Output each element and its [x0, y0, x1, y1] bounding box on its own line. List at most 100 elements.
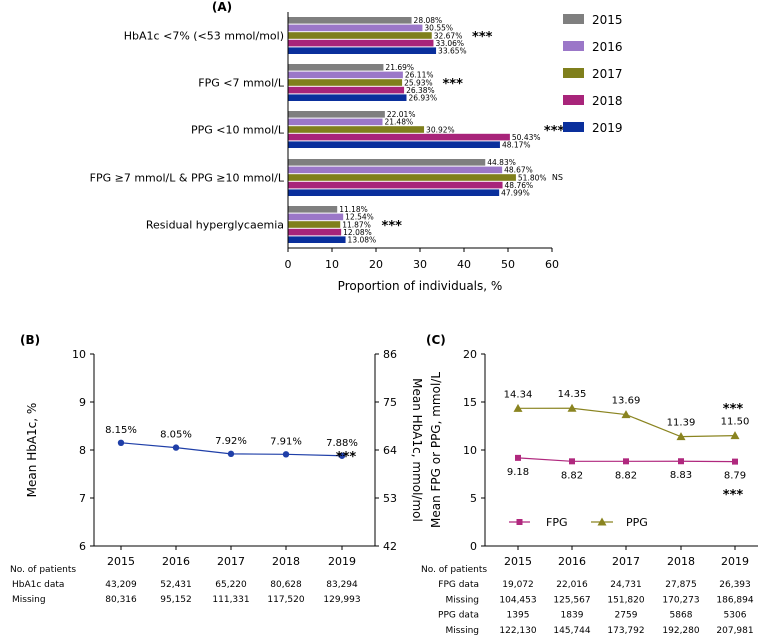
- bar: [288, 71, 403, 79]
- significance-marker: ***: [336, 450, 357, 465]
- table-row-label: PPG data: [438, 611, 479, 621]
- table-cell: 186,894: [716, 595, 753, 605]
- bar-value-label: 26.38%: [406, 86, 435, 95]
- legend-ppg-marker: [597, 517, 607, 526]
- significance-marker: NS: [552, 173, 563, 182]
- bar: [288, 213, 344, 221]
- significance-marker: ***: [723, 488, 744, 503]
- significance-marker: ***: [472, 30, 493, 45]
- table-cell: 207,981: [716, 626, 753, 636]
- y-tick-label: 7: [79, 492, 86, 505]
- bar: [288, 166, 503, 174]
- fpg-data-label: 8.82: [561, 470, 583, 481]
- fpg-data-point: [623, 458, 629, 465]
- category-label: HbA1c <7% (<53 mmol/mol): [124, 30, 284, 43]
- bar-value-label: 48.67%: [504, 166, 533, 175]
- table-cell: 1395: [507, 611, 530, 621]
- ppg-data-label: 11.39: [667, 418, 696, 429]
- category-label: Residual hyperglycaemia: [146, 219, 284, 232]
- y2-tick-label: 75: [383, 396, 397, 409]
- x-tick-label: 2019: [721, 555, 749, 568]
- x-tick-label: 2015: [107, 555, 135, 568]
- table-cell: 173,792: [607, 626, 644, 636]
- significance-marker: ***: [442, 77, 463, 92]
- category-label: FPG <7 mmol/L: [198, 77, 285, 90]
- table-cell: 80,628: [270, 580, 302, 590]
- bar: [288, 64, 384, 71]
- fpg-data-point: [569, 458, 575, 465]
- bar-value-label: 44.83%: [487, 158, 516, 167]
- y2-tick-label: 86: [383, 348, 397, 361]
- bar: [288, 206, 338, 213]
- bar-value-label: 21.48%: [385, 118, 414, 127]
- fpg-data-point: [732, 458, 738, 465]
- ppg-data-point: [730, 431, 740, 440]
- x-tick-label: 2018: [667, 555, 695, 568]
- legend-swatch: [563, 41, 584, 51]
- bar-value-label: 11.18%: [339, 205, 368, 214]
- x-tick-label: 2017: [612, 555, 640, 568]
- bar-value-label: 11.87%: [342, 220, 371, 229]
- data-point: [338, 452, 346, 459]
- fpg-data-label: 8.79: [724, 471, 746, 482]
- fpg-data-point: [515, 454, 521, 461]
- legend-fpg-marker: [516, 519, 523, 525]
- bar-value-label: 47.99%: [501, 189, 530, 198]
- legend-label: 2016: [592, 40, 623, 54]
- y-tick-label: 6: [79, 540, 86, 553]
- fpg-data-label: 8.82: [615, 470, 637, 481]
- ppg-data-label: 13.69: [612, 396, 641, 407]
- table-cell: 145,744: [553, 626, 590, 636]
- table-header: No. of patients: [10, 565, 76, 575]
- table-cell: 170,273: [662, 595, 699, 605]
- table-cell: 192,280: [662, 626, 699, 636]
- bar-value-label: 12.08%: [343, 228, 372, 237]
- y-axis-title: Mean HbA1c, %: [25, 403, 39, 498]
- y-tick-label: 0: [470, 540, 477, 553]
- x-tick-label: 20: [369, 258, 383, 271]
- fpg-data-label: 8.83: [670, 470, 692, 481]
- bar-value-label: 48.76%: [505, 181, 534, 190]
- bar-value-label: 12.54%: [345, 213, 374, 222]
- bar: [288, 133, 510, 141]
- table-cell: 19,072: [502, 580, 534, 590]
- bar: [288, 32, 432, 39]
- bar-value-label: 22.01%: [387, 110, 416, 119]
- ppg-data-point: [513, 403, 523, 412]
- fpg-data-point: [678, 458, 684, 465]
- data-label: 7.92%: [215, 436, 247, 447]
- table-cell: 26,393: [719, 580, 751, 590]
- bar-value-label: 30.92%: [426, 125, 455, 134]
- table-cell: 117,520: [267, 595, 304, 605]
- table-row-label: Missing: [445, 595, 479, 605]
- bar: [288, 79, 403, 86]
- table-cell: 2759: [615, 611, 638, 621]
- bar-value-label: 13.08%: [348, 236, 377, 245]
- x-tick-label: 50: [501, 258, 515, 271]
- ppg-data-point: [567, 403, 577, 412]
- table-cell: 65,220: [215, 580, 247, 590]
- ppg-data-point: [621, 410, 631, 419]
- y2-tick-label: 42: [383, 540, 397, 553]
- y2-axis-title: Mean HbA1c, mmol/mol: [410, 378, 424, 522]
- x-tick-label: 0: [285, 258, 292, 271]
- bar: [288, 39, 434, 47]
- bar: [288, 126, 425, 133]
- category-label: PPG <10 mmol/L: [191, 124, 285, 137]
- table-row-label: Missing: [12, 595, 46, 605]
- bar: [288, 47, 437, 54]
- bar-value-label: 33.65%: [438, 47, 467, 56]
- bar: [288, 118, 383, 126]
- table-cell: 52,431: [160, 580, 192, 590]
- data-point: [282, 451, 290, 458]
- table-cell: 27,875: [665, 580, 697, 590]
- bar: [288, 221, 341, 228]
- x-tick-label: 30: [413, 258, 427, 271]
- bar-value-label: 25.93%: [404, 78, 433, 87]
- x-axis-title: Proportion of individuals, %: [338, 279, 503, 293]
- y2-tick-label: 53: [383, 492, 397, 505]
- bar-value-label: 32.67%: [434, 31, 463, 40]
- x-tick-label: 40: [457, 258, 471, 271]
- y-axis-title: Mean FPG or PPG, mmol/L: [429, 372, 443, 528]
- table-cell: 111,331: [212, 595, 249, 605]
